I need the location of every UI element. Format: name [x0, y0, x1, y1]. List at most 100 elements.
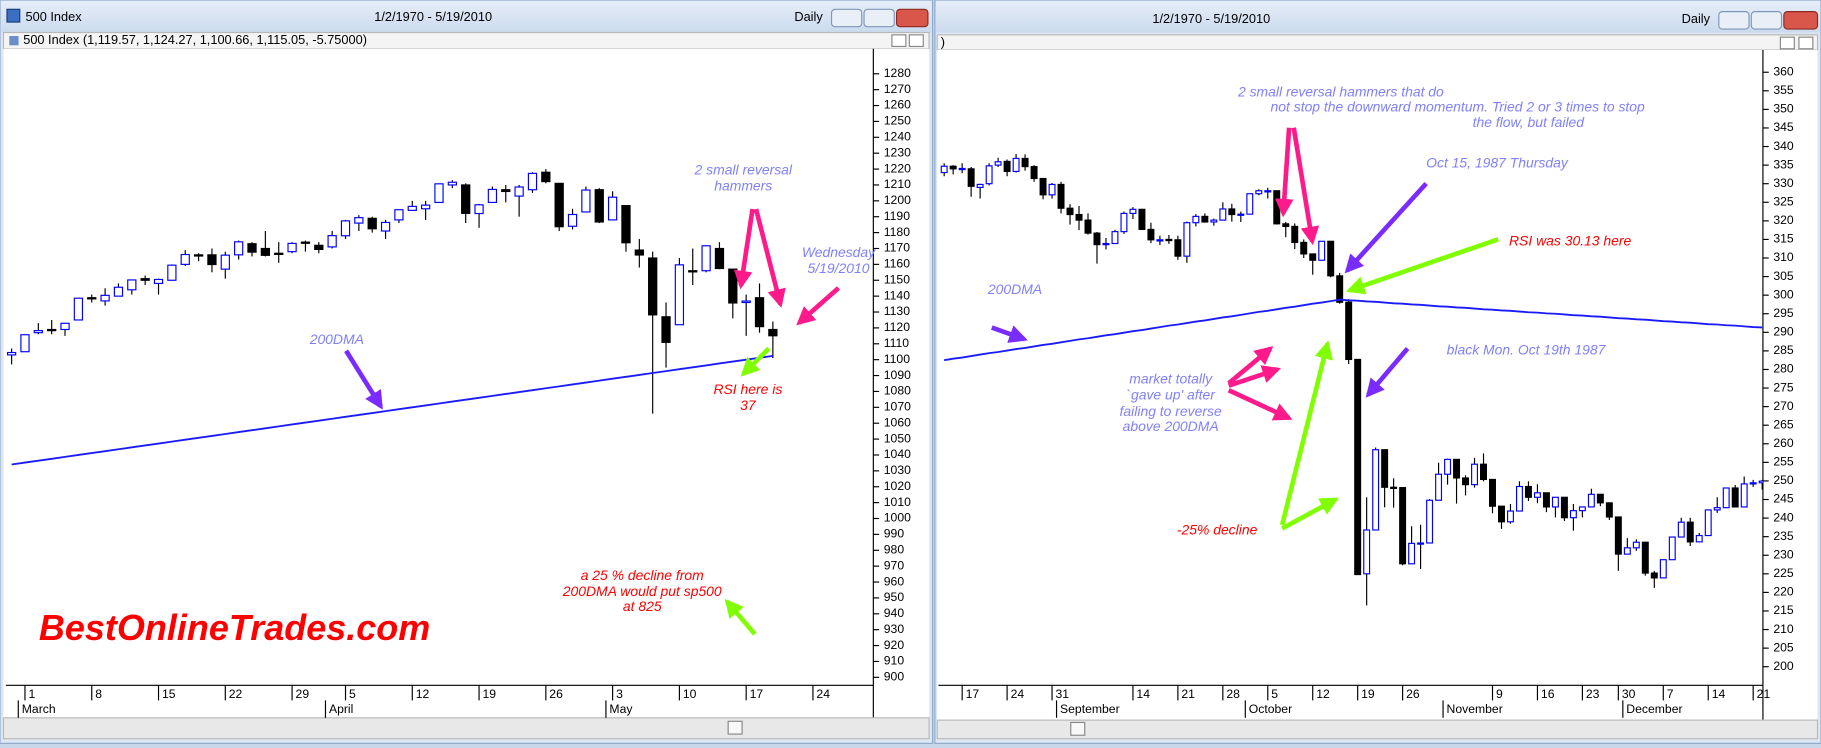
candle-body: [567, 213, 578, 227]
close-button[interactable]: [895, 8, 929, 28]
arrow: [1345, 237, 1499, 295]
y-tick-label: 900: [884, 670, 905, 684]
y-tick-label: 1220: [884, 161, 911, 175]
candle-body: [949, 165, 957, 170]
candle-body: [1381, 449, 1389, 488]
candle-body: [340, 220, 351, 237]
x-tick-label: 5: [1271, 687, 1278, 701]
x-tick-label: 28: [1226, 687, 1240, 701]
close-button[interactable]: [1783, 11, 1819, 30]
candle-body: [985, 165, 993, 185]
candle-body: [527, 172, 538, 191]
y-tick-label: 1080: [884, 384, 911, 398]
y-tick-label: 1160: [884, 257, 910, 271]
candle-body: [674, 264, 685, 326]
candle-body: [113, 286, 124, 297]
candle-body: [1498, 505, 1505, 523]
candle-body: [1695, 534, 1703, 543]
y-tick-label: 1230: [884, 145, 911, 159]
close-pane[interactable]: [908, 34, 924, 48]
candle-body: [60, 322, 70, 331]
y-tick-label: 940: [884, 606, 905, 620]
y-tick-label: 350: [1773, 102, 1794, 116]
candle-body: [1309, 253, 1317, 261]
y-tick-label: 205: [1773, 640, 1794, 654]
candle-body: [1228, 208, 1236, 216]
candle-body: [354, 217, 364, 224]
annotation: 200DMA: [987, 281, 1042, 297]
maximize-button[interactable]: [1750, 11, 1783, 30]
arrow: [1291, 127, 1320, 246]
x-tick-label: 26: [1406, 687, 1420, 701]
candle-body: [420, 204, 431, 210]
x-tick-label: 30: [1622, 687, 1636, 701]
toolbar: [2, 717, 930, 740]
restore-pane[interactable]: [891, 34, 907, 48]
candle-body: [958, 167, 966, 171]
candle-body: [1471, 463, 1479, 486]
candle-body: [1246, 193, 1254, 215]
x-tick-label: 17: [966, 687, 980, 701]
candle-body: [1569, 510, 1577, 519]
candle-body: [1417, 542, 1425, 545]
y-tick-label: 1180: [884, 225, 910, 239]
candle-body: [487, 188, 498, 204]
candle-body: [1012, 157, 1020, 173]
candle-body: [754, 297, 765, 328]
y-tick-label: 215: [1773, 603, 1794, 617]
x-tick-label: 22: [229, 687, 243, 701]
arrow: [1279, 340, 1333, 526]
maximize-button[interactable]: [863, 8, 895, 28]
minimize-button[interactable]: [1718, 11, 1750, 30]
title-bar: [1, 1, 932, 33]
candle-body: [1165, 238, 1173, 242]
annotation: `gave up' after: [1126, 387, 1216, 403]
restore-pane[interactable]: [1779, 36, 1795, 50]
y-tick-label: 320: [1773, 213, 1794, 227]
arrow: [724, 598, 757, 636]
x-tick-label: 14: [1712, 687, 1726, 701]
candle-body: [1273, 190, 1281, 225]
y-tick-label: 920: [884, 638, 905, 652]
candle-body: [648, 257, 658, 316]
candle-body: [1345, 301, 1353, 361]
candle-body: [1264, 190, 1272, 193]
candle-body: [976, 183, 984, 188]
arrow: [1344, 181, 1428, 274]
y-tick-label: 245: [1773, 492, 1794, 506]
close-pane[interactable]: [1798, 36, 1814, 50]
y-tick-label: 970: [884, 558, 905, 572]
candle-body: [940, 165, 948, 174]
y-tick-label: 930: [884, 622, 905, 636]
candle-body: [1327, 240, 1335, 277]
annotation: a 25 % decline from: [581, 567, 704, 583]
candle-body: [1749, 482, 1757, 485]
candle-body: [541, 171, 551, 183]
y-tick-label: 345: [1773, 120, 1794, 134]
candle-body: [140, 278, 150, 281]
minimize-button[interactable]: [830, 8, 863, 28]
x-tick-label: 16: [1541, 687, 1555, 701]
candle-body: [661, 316, 671, 343]
y-tick-label: 1010: [884, 495, 911, 509]
candle-body: [474, 204, 484, 215]
y-tick-label: 255: [1773, 455, 1794, 469]
annotation: the flow, but failed: [1473, 114, 1586, 130]
candle-body: [447, 181, 457, 186]
candle-body: [87, 297, 97, 300]
candle-body: [1533, 492, 1541, 498]
scroll-thumb[interactable]: [727, 720, 743, 735]
scroll-thumb[interactable]: [1070, 721, 1086, 736]
candle-body: [1336, 275, 1344, 303]
title-bar: [936, 1, 1820, 33]
arrow: [1227, 365, 1282, 388]
candle-body: [1075, 213, 1083, 221]
x-tick-label: 5: [349, 687, 356, 701]
candle-body: [1237, 213, 1245, 216]
candle-body: [1192, 215, 1200, 224]
candle-body: [1704, 509, 1712, 537]
candle-body: [1650, 572, 1658, 579]
candle-body: [1039, 177, 1047, 196]
candle-body: [1480, 463, 1487, 481]
candle-body: [33, 330, 43, 334]
